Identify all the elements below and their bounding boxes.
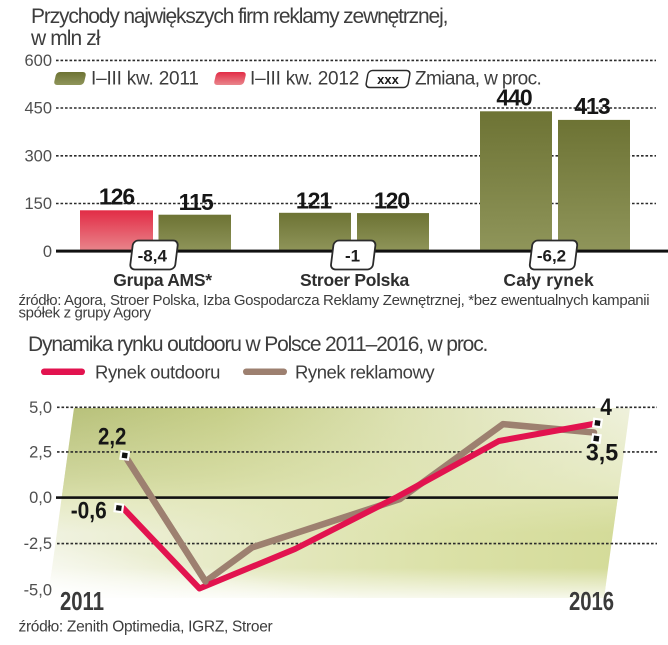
svg-text:xxx: xxx [377,72,399,87]
svg-text:121: 121 [296,188,333,214]
svg-text:4: 4 [600,394,612,421]
svg-text:w mln zł: w mln zł [30,27,101,50]
svg-text:600: 600 [24,52,52,70]
svg-text:Rynek reklamowy: Rynek reklamowy [295,362,435,383]
svg-text:-0,6: -0,6 [71,497,107,524]
svg-text:Grupa AMS*: Grupa AMS* [113,270,212,290]
svg-text:413: 413 [574,93,610,119]
svg-text:spółek z grupy Agory: spółek z grupy Agory [19,305,152,322]
svg-text:I–III kw. 2012: I–III kw. 2012 [250,69,359,90]
svg-text:450: 450 [24,100,52,118]
svg-text:126: 126 [99,184,135,210]
svg-text:źródło: Agora, Stroer Polska,: źródło: Agora, Stroer Polska, Izba Gospo… [19,292,650,309]
svg-text:-2,5: -2,5 [24,535,52,553]
svg-text:Rynek outdooru: Rynek outdooru [95,362,220,383]
svg-text:2016: 2016 [569,587,614,616]
svg-text:300: 300 [24,147,52,165]
svg-text:źródło: Zenith Optimedia, IGRZ: źródło: Zenith Optimedia, IGRZ, Stroer [19,619,273,636]
svg-text:I–III kw. 2011: I–III kw. 2011 [91,69,199,90]
svg-text:0: 0 [43,243,52,261]
svg-text:440: 440 [496,84,532,110]
svg-text:Dynamika rynku outdooru w Pols: Dynamika rynku outdooru w Polsce 2011–20… [28,333,487,356]
svg-text:2,2: 2,2 [98,423,126,450]
svg-text:2,5: 2,5 [29,444,52,462]
svg-text:2011: 2011 [60,587,104,616]
svg-text:Cały rynek: Cały rynek [503,270,594,290]
svg-text:-5,0: -5,0 [24,582,52,600]
svg-text:0,0: 0,0 [29,489,52,507]
svg-text:-8,4: -8,4 [138,247,168,266]
svg-text:-6,2: -6,2 [537,247,566,266]
svg-text:115: 115 [179,189,214,215]
svg-text:Przychody największych firm re: Przychody największych firm reklamy zewn… [31,5,447,28]
svg-text:5,0: 5,0 [29,399,52,417]
svg-text:Zmiana, w proc.: Zmiana, w proc. [415,69,541,90]
svg-text:Stroer Polska: Stroer Polska [300,270,409,290]
svg-text:3,5: 3,5 [586,440,618,466]
svg-text:-1: -1 [345,247,360,266]
svg-text:150: 150 [24,195,52,213]
svg-text:120: 120 [374,188,410,214]
